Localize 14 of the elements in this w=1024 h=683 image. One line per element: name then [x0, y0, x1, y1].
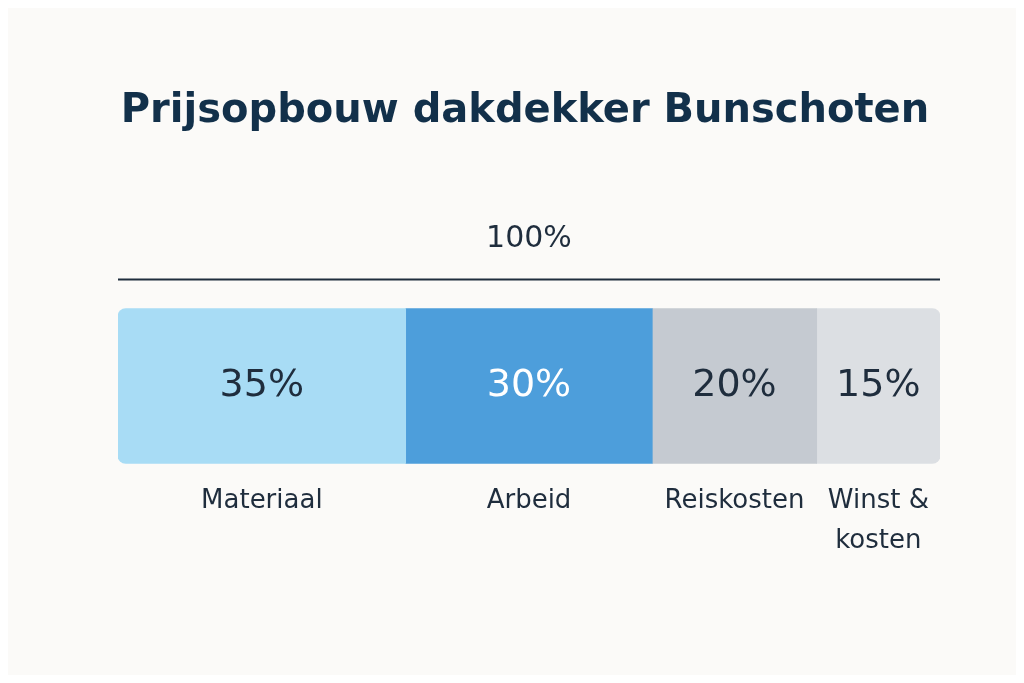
data-label: 35%	[219, 360, 305, 405]
bar	[816, 308, 940, 464]
bar	[118, 308, 407, 464]
total-label: 100%	[486, 219, 572, 255]
series-label: Arbeid	[486, 484, 572, 515]
series-label: Materiaal	[201, 484, 323, 515]
chart-title: Prijsopbouw dakdekker Bunschoten	[120, 85, 930, 132]
bar	[405, 308, 653, 464]
data-label: 30%	[486, 360, 572, 405]
series-label: Reiskosten	[664, 484, 805, 515]
bar	[651, 308, 818, 464]
series-label: Winst & kosten	[827, 484, 929, 555]
data-label: 15%	[836, 360, 921, 405]
data-label: 20%	[692, 360, 777, 405]
